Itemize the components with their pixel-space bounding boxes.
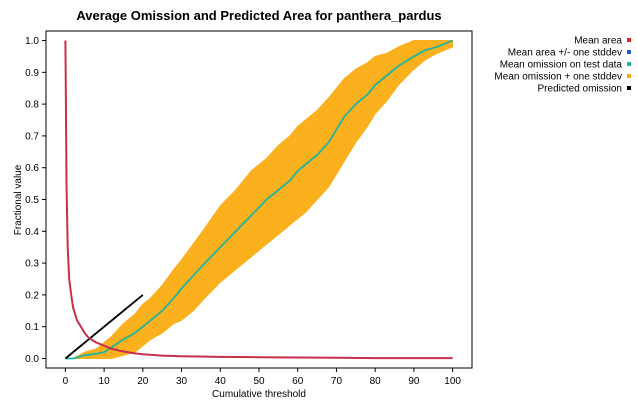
line-layer (64, 39, 453, 360)
x-tick-label: 0 (63, 376, 69, 387)
legend-swatch (627, 50, 631, 54)
y-tick-label: 0.5 (25, 195, 39, 206)
chart-title: Average Omission and Predicted Area for … (76, 8, 441, 23)
y-tick-label: 0.9 (25, 68, 39, 79)
x-axis-ticks: 0 10 20 30 40 50 60 70 80 90 100 (63, 368, 461, 387)
y-tick-label: 0.2 (25, 290, 39, 301)
series-line-predicted-omission (64, 294, 144, 360)
legend-label: Mean area +/- one stddev (508, 48, 622, 59)
x-tick-label: 50 (253, 376, 265, 387)
x-tick-label: 70 (331, 376, 343, 387)
plot-area (45, 30, 473, 369)
legend-label: Mean omission on test data (500, 60, 623, 71)
x-tick-label: 30 (176, 376, 188, 387)
y-axis-ticks: 0.0 0.1 0.2 0.3 0.4 0.5 0.6 0.7 0.8 0.9 1.0 (25, 36, 46, 365)
legend-swatch (627, 38, 631, 42)
legend-label: Mean area (574, 36, 622, 47)
y-tick-label: 0.7 (25, 131, 39, 142)
y-axis-label: Fractional value (13, 164, 24, 235)
y-tick-label: 0.0 (25, 354, 39, 365)
x-tick-label: 40 (215, 376, 227, 387)
x-tick-label: 20 (137, 376, 149, 387)
x-tick-label: 90 (408, 376, 420, 387)
series-band-mean-omission-one-stddev (72, 40, 454, 359)
legend-swatch (627, 86, 631, 90)
x-tick-label: 60 (292, 376, 304, 387)
x-tick-label: 80 (370, 376, 382, 387)
legend-label: Mean omission + one stddev (494, 72, 622, 83)
x-axis-label: Cumulative threshold (212, 389, 306, 400)
y-tick-label: 0.8 (25, 100, 39, 111)
y-tick-label: 0.1 (25, 322, 39, 333)
x-tick-label: 10 (99, 376, 111, 387)
series-line-mean-area (64, 40, 453, 360)
x-tick-label: 100 (444, 376, 461, 387)
y-tick-label: 0.3 (25, 259, 39, 270)
y-tick-label: 0.6 (25, 163, 39, 174)
legend-swatch (627, 62, 631, 66)
y-tick-label: 1.0 (25, 36, 39, 47)
series-line-mean-omission-on-test-data (65, 39, 453, 360)
y-tick-label: 0.4 (25, 227, 39, 238)
legend-swatch (627, 74, 631, 78)
band-layer (72, 40, 454, 359)
legend-label: Predicted omission (538, 84, 622, 95)
